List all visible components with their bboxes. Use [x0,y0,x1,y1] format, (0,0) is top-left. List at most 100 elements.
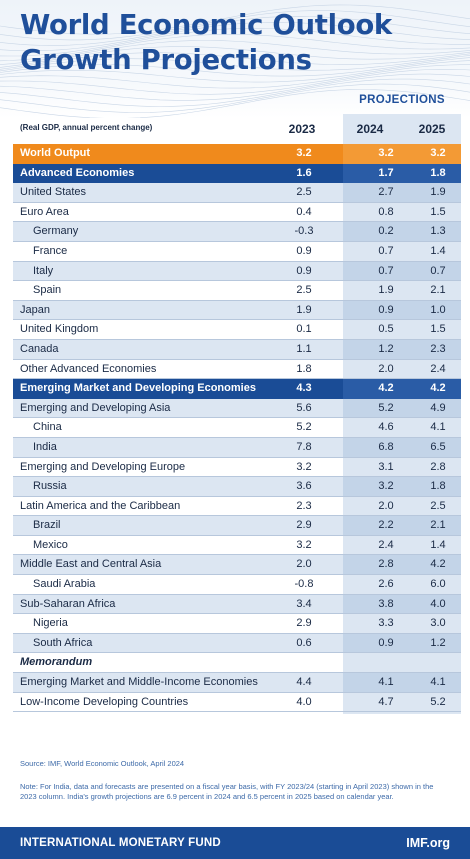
row-projection-background [343,633,461,654]
row-background [13,535,343,556]
value-2025: 1.3 [430,225,446,238]
value-2025: 3.0 [430,617,446,630]
row-divider [13,613,461,615]
row-label: Emerging Market and Developing Economies [20,382,256,395]
row-projection-background [343,535,461,556]
row-background [13,281,343,301]
value-2023: 2.3 [296,499,312,512]
table-row: Sub-Saharan Africa 3.4 3.8 4.0 [13,594,461,615]
row-background [13,477,343,497]
row-background [13,692,343,713]
footer-website-link[interactable]: IMF.org [406,836,450,850]
value-2025: 1.8 [430,480,446,493]
value-2025: 0.7 [430,264,446,277]
row-divider [13,515,461,517]
value-2023: 0.9 [296,244,312,257]
column-header: (Real GDP, annual percent change) 2023 2… [0,114,470,144]
value-2025: 4.0 [430,597,446,610]
table-row: Emerging Market and Developing Economies… [13,379,461,399]
value-2023: 4.0 [296,695,312,708]
value-2024: 4.6 [378,421,394,434]
row-divider [13,221,461,223]
value-2024: 2.6 [378,578,394,591]
row-label: Spain [33,284,62,297]
value-2025: 2.1 [430,284,446,297]
table-row: Latin America and the Caribbean 2.3 2.0 2.5 [13,496,461,517]
year-2023: 2023 [288,122,316,136]
row-label: Advanced Economies [20,166,135,179]
value-2024: 1.7 [378,166,394,179]
value-2024: 6.8 [378,440,394,453]
row-background [13,359,343,380]
row-label: Emerging and Developing Europe [20,460,186,473]
wave-pattern [0,4,470,118]
source-note: Source: IMF, World Economic Outlook, Apr… [20,759,185,768]
value-2023: 0.1 [296,323,312,336]
value-2023: 5.6 [296,401,312,414]
row-background [13,261,343,282]
row-projection-background [343,379,461,399]
value-2023: 0.6 [296,636,312,649]
table-row: Middle East and Central Asia 2.0 2.8 4.2 [13,555,461,576]
value-2023: 2.9 [296,519,312,532]
table-row: United States 2.5 2.7 1.9 [13,183,461,203]
row-divider [13,554,461,556]
row-label: South Africa [33,636,93,649]
value-2023: -0.8 [294,578,314,591]
table-row: Nigeria 2.9 3.3 3.0 [13,614,461,634]
row-label: Euro Area [20,205,69,218]
row-divider [13,338,461,340]
value-2025: 6.5 [430,440,446,453]
table-row: Emerging and Developing Europe 3.2 3.1 2.8 [13,457,461,478]
row-projection-background [343,222,461,242]
row-divider [13,632,461,634]
row-background [13,241,343,262]
value-2025: 4.2 [430,382,446,395]
row-projection-background [343,594,461,615]
value-2024: 2.4 [378,538,394,551]
value-2025: 1.8 [430,166,446,179]
value-2024: 3.2 [378,147,394,159]
row-divider [13,574,461,576]
row-label: United Kingdom [20,323,99,336]
value-2023: 3.2 [296,147,312,159]
table-row: Advanced Economies 1.6 1.7 1.8 [13,163,461,184]
title-line-2: Growth Projections [20,44,312,76]
footer: INTERNATIONAL MONETARY FUND IMF.org [0,827,470,859]
value-2024: 4.2 [378,382,394,395]
value-2023: 4.3 [296,382,312,395]
value-2024: 4.7 [378,695,394,708]
value-2025: 1.4 [430,244,446,257]
value-2025: 2.4 [430,362,446,375]
row-label: India [33,440,57,453]
table-row: Germany -0.3 0.2 1.3 [13,222,461,242]
row-projection-background [343,418,461,438]
value-2024: 0.8 [378,205,394,218]
value-2023: 0.4 [296,205,312,218]
row-label: Italy [33,264,54,277]
row-background [13,437,343,458]
table-row: United Kingdom 0.1 0.5 1.5 [13,320,461,340]
value-2025: 6.0 [430,578,446,591]
table-row: Mexico 3.2 2.4 1.4 [13,535,461,556]
row-divider [13,534,461,536]
row-projection-background [343,359,461,380]
row-background [13,183,343,203]
row-divider [13,299,461,301]
value-2025: 1.5 [430,323,446,336]
footer-organization: INTERNATIONAL MONETARY FUND [20,837,221,849]
value-2024: 0.9 [378,636,394,649]
row-divider [13,672,461,674]
row-label: Russia [33,480,67,493]
value-2023: 2.0 [296,558,312,571]
value-2025: 1.5 [430,205,446,218]
value-2024: 2.0 [378,499,394,512]
value-2024: 0.5 [378,323,394,336]
value-2025: 3.2 [430,147,446,159]
value-2023: 7.8 [296,440,312,453]
value-2024: 3.3 [378,617,394,630]
row-projection-background [343,457,461,478]
row-projection-background [343,202,461,223]
value-2024: 0.7 [378,244,394,257]
value-2023: 3.4 [296,597,312,610]
